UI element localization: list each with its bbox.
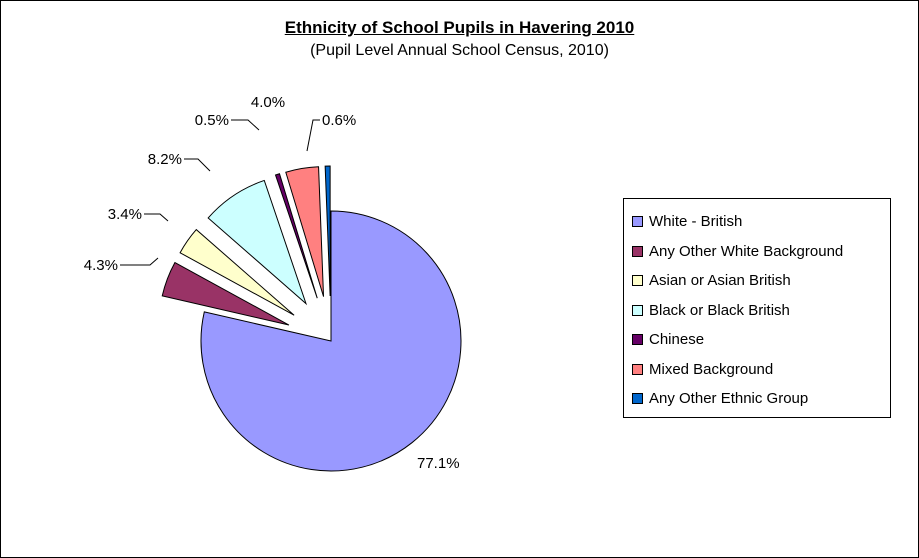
legend-swatch xyxy=(632,304,643,316)
legend-swatch xyxy=(632,245,643,257)
chart-legend: White - British Any Other White Backgroun… xyxy=(623,198,891,418)
pie-slice-chinese xyxy=(274,173,318,299)
leader-line xyxy=(306,119,320,152)
pie-slice-asian-or-asian-british xyxy=(179,228,295,316)
pie-slice-mixed-background xyxy=(285,166,325,297)
legend-swatch xyxy=(632,393,643,405)
legend-label: Any Other Ethnic Group xyxy=(649,390,809,408)
leader-line xyxy=(144,213,169,222)
legend-item: White - British xyxy=(624,207,890,237)
data-label: 0.5% xyxy=(195,112,229,129)
legend-swatch xyxy=(632,216,643,228)
leader-line xyxy=(120,257,159,266)
pie-slice-any-other-ethnic-group xyxy=(324,165,331,297)
legend-swatch xyxy=(632,334,643,346)
legend-item: Any Other White Background xyxy=(624,237,890,267)
data-label: 77.1% xyxy=(417,455,460,472)
pie-slice-white-british xyxy=(200,210,462,472)
data-label: 4.3% xyxy=(84,257,118,274)
pie-slice-any-other-white-background xyxy=(161,261,290,326)
data-label: 3.4% xyxy=(108,206,142,223)
pie-slice-black-or-black-british xyxy=(207,179,308,306)
legend-item: Chinese xyxy=(624,325,890,355)
data-label: 4.0% xyxy=(251,94,285,111)
legend-item: Asian or Asian British xyxy=(624,266,890,296)
legend-swatch xyxy=(632,363,643,375)
legend-item: Mixed Background xyxy=(624,355,890,385)
data-label: 8.2% xyxy=(148,151,182,168)
leader-line xyxy=(231,119,260,131)
leader-line xyxy=(184,158,211,172)
legend-label: Mixed Background xyxy=(649,360,774,378)
legend-label: Any Other White Background xyxy=(649,242,844,260)
chart-subtitle: (Pupil Level Annual School Census, 2010) xyxy=(310,42,609,59)
legend-swatch xyxy=(632,275,643,287)
legend-label: White - British xyxy=(649,213,743,231)
data-label: 0.6% xyxy=(322,112,356,129)
legend-label: Chinese xyxy=(649,331,705,349)
legend-label: Black or Black British xyxy=(649,301,790,319)
chart-title: Ethnicity of School Pupils in Havering 2… xyxy=(284,18,635,37)
legend-label: Asian or Asian British xyxy=(649,272,791,290)
legend-item: Black or Black British xyxy=(624,296,890,326)
legend-item: Any Other Ethnic Group xyxy=(624,384,890,414)
